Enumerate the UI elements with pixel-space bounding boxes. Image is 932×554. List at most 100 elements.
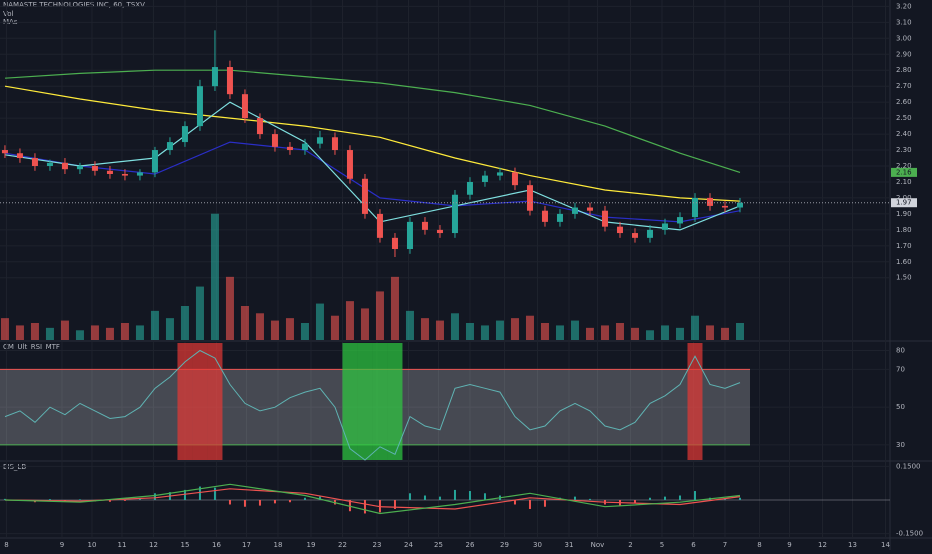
y-tick-label: 3.00 bbox=[896, 34, 912, 42]
volume-bar bbox=[255, 313, 264, 340]
volume-bar bbox=[570, 320, 579, 340]
x-tick-label: 22 bbox=[338, 541, 347, 549]
y-tick-label: 1.50 bbox=[896, 274, 912, 282]
y-tick-label: -0.1500 bbox=[896, 530, 923, 538]
x-tick-label: Nov bbox=[591, 541, 605, 549]
hist-bar bbox=[3, 498, 6, 500]
volume-bar bbox=[660, 325, 669, 340]
y-tick-label: 0.1500 bbox=[896, 462, 921, 470]
candle-body bbox=[76, 166, 83, 170]
rsi-line bbox=[4, 349, 741, 461]
x-tick-label: 9 bbox=[60, 541, 64, 549]
volume-bar bbox=[300, 323, 309, 340]
hist-bar bbox=[393, 500, 396, 509]
candle-body bbox=[331, 137, 338, 151]
candle-body bbox=[631, 233, 638, 238]
volume-bar bbox=[510, 318, 519, 340]
candle-body bbox=[421, 221, 428, 230]
volume-bar bbox=[435, 320, 444, 340]
candle-body bbox=[166, 142, 173, 151]
candle-body bbox=[226, 67, 233, 95]
hist-bar bbox=[48, 499, 51, 500]
y-tick-label: 2.00 bbox=[896, 194, 912, 202]
candle-body bbox=[391, 237, 398, 250]
ma-label: 2.16 bbox=[896, 168, 912, 176]
candle-body bbox=[691, 197, 698, 218]
chart-title: NAMASTE TECHNOLOGIES INC, 60, TSXV bbox=[3, 1, 145, 9]
x-tick-label: 16 bbox=[212, 541, 221, 549]
vol-label: Vol bbox=[3, 10, 14, 18]
hist-bar bbox=[183, 489, 186, 500]
y-tick-label: 1.60 bbox=[896, 258, 912, 266]
y-tick-label: 1.70 bbox=[896, 242, 912, 250]
y-tick-label: 2.70 bbox=[896, 82, 912, 90]
volume-bar bbox=[735, 323, 744, 340]
x-tick-label: 17 bbox=[242, 541, 251, 549]
y-tick-label: 2.60 bbox=[896, 98, 912, 106]
candle-body bbox=[481, 175, 488, 182]
line bbox=[4, 141, 741, 223]
x-tick-label: 29 bbox=[500, 541, 509, 549]
candle-body bbox=[451, 194, 458, 234]
volume-bar bbox=[645, 330, 654, 340]
candle-body bbox=[571, 207, 578, 214]
candle-body bbox=[1, 150, 8, 154]
volume-bar bbox=[615, 323, 624, 340]
extreme-zone bbox=[387, 343, 403, 460]
candle-body bbox=[406, 221, 413, 250]
x-tick-label: 8 bbox=[4, 541, 8, 549]
x-tick-label: 30 bbox=[533, 541, 542, 549]
candle-body bbox=[646, 229, 653, 238]
volume-bar bbox=[390, 276, 399, 340]
volume-bar bbox=[105, 327, 114, 340]
x-tick-label: 2 bbox=[628, 541, 632, 549]
volume-bar bbox=[375, 291, 384, 340]
x-tick-label: 19 bbox=[307, 541, 316, 549]
candle-body bbox=[706, 197, 713, 206]
candle-body bbox=[181, 126, 188, 143]
volume-bar bbox=[60, 320, 69, 340]
y-tick-label: 1.80 bbox=[896, 226, 912, 234]
hist-bar bbox=[423, 495, 426, 500]
line bbox=[4, 488, 741, 510]
extreme-zone bbox=[687, 343, 703, 460]
hist-bar bbox=[693, 491, 696, 500]
hist-bar bbox=[288, 500, 291, 503]
ma-box bbox=[891, 167, 917, 177]
hist-bar bbox=[123, 500, 126, 501]
volume-bar bbox=[165, 318, 174, 340]
hist-bar bbox=[648, 497, 651, 500]
y-tick-label: 2.30 bbox=[896, 146, 912, 154]
volume-bar bbox=[285, 318, 294, 340]
candle-body bbox=[46, 162, 53, 167]
volume-bar bbox=[705, 325, 714, 340]
x-tick-label: 11 bbox=[117, 541, 126, 549]
candle-body bbox=[721, 205, 728, 208]
candle-body bbox=[601, 210, 608, 227]
volume-bar bbox=[75, 330, 84, 340]
x-tick-label: 8 bbox=[757, 541, 761, 549]
hist-bar bbox=[243, 500, 246, 507]
volume-bar bbox=[0, 318, 9, 340]
y-tick-label: 30 bbox=[896, 441, 905, 449]
x-tick-label: 18 bbox=[274, 541, 283, 549]
hist-bar bbox=[483, 493, 486, 500]
hist-bar bbox=[153, 493, 156, 500]
candle-body bbox=[136, 172, 143, 176]
hist-bar bbox=[348, 500, 351, 512]
candle-body bbox=[736, 202, 743, 208]
hist-bar bbox=[738, 497, 741, 500]
x-tick-label: 12 bbox=[149, 541, 158, 549]
x-tick-label: 7 bbox=[723, 541, 727, 549]
extreme-zone bbox=[207, 343, 223, 460]
hist-bar bbox=[663, 496, 666, 500]
candle-body bbox=[16, 153, 23, 159]
candle-body bbox=[376, 213, 383, 238]
candle-body bbox=[121, 173, 128, 176]
y-tick-label: 50 bbox=[896, 403, 905, 411]
hist-bar bbox=[303, 497, 306, 500]
line bbox=[4, 69, 741, 173]
volume-bar bbox=[555, 325, 564, 340]
hist-bar bbox=[468, 491, 471, 500]
x-tick-label: 9 bbox=[787, 541, 791, 549]
